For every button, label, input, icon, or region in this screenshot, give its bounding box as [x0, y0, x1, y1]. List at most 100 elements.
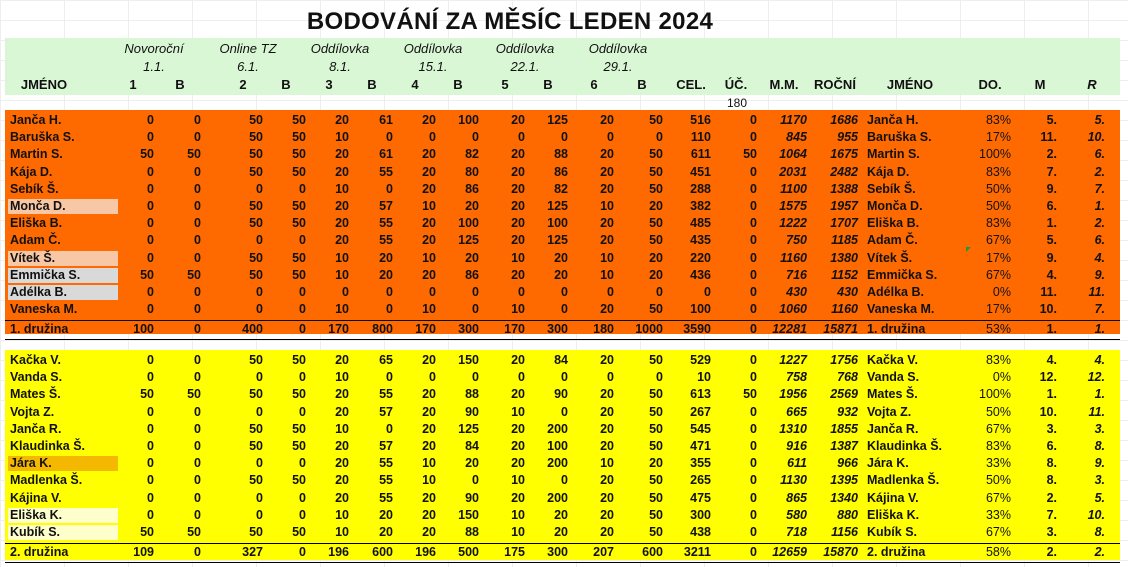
cell-value: 435 — [690, 233, 711, 248]
cell-value: 50 — [292, 387, 306, 402]
yearly-rank: 4. — [1094, 353, 1105, 367]
cell-value: 50 — [249, 147, 263, 162]
member-name-repeat: Mates Š. — [867, 387, 918, 402]
cell-value: 20 — [335, 353, 349, 367]
cell-value: 300 — [458, 322, 479, 337]
cell-value: 20 — [422, 216, 436, 231]
cell-value: 0 — [429, 370, 436, 385]
cell-value: 50 — [649, 387, 663, 402]
cell-value: 865 — [786, 490, 807, 505]
cell-value: 20 — [600, 387, 614, 402]
cell-value: 196 — [415, 545, 436, 560]
cell-value: 20 — [335, 387, 349, 402]
cell-value: 196 — [328, 545, 349, 560]
cell-value: 55 — [379, 387, 393, 402]
cell-value: 61 — [379, 147, 393, 162]
yearly-rank: 1. — [1094, 199, 1105, 213]
yearly-rank: 2. — [1094, 545, 1105, 560]
cell-value: 50 — [292, 439, 306, 453]
monthly-rank: 3. — [1046, 525, 1057, 539]
cell-value: 0 — [194, 285, 201, 299]
attendance-percent: 33% — [985, 456, 1011, 471]
cell-value: 0 — [750, 370, 757, 385]
cell-value: 0 — [750, 490, 757, 505]
cell-value: 20 — [600, 507, 614, 522]
cell-value: 170 — [504, 322, 525, 337]
cell-value: 50 — [743, 147, 757, 162]
table-row: Vojta Z. 0 0 0 0 20 57 20 90 10 0 20 50 267 0 665 932 Voj… — [5, 404, 1120, 421]
cell-value: 10 — [422, 456, 436, 471]
cell-value: 50 — [249, 113, 263, 127]
cell-value: 20 — [422, 233, 436, 248]
cell-value: 50 — [140, 525, 154, 539]
cell-value: 665 — [786, 404, 807, 419]
cell-value: 50 — [649, 147, 663, 162]
cell-value: 845 — [786, 130, 807, 145]
monthly-rank: 1. — [1046, 322, 1057, 337]
cell-value: 20 — [511, 164, 525, 179]
cell-value: 88 — [465, 387, 479, 402]
cell-value: 50 — [249, 473, 263, 488]
member-name: Vaneska M. — [10, 302, 78, 317]
yearly-rank: 2. — [1094, 164, 1105, 179]
member-name-repeat: Madlenka Š. — [867, 473, 940, 488]
cell-value: 0 — [194, 302, 201, 317]
cell-value: 485 — [690, 216, 711, 231]
cell-value: 0 — [750, 113, 757, 127]
cell-value: 50 — [649, 113, 663, 127]
cell-value: 0 — [194, 233, 201, 248]
cell-value: 20 — [600, 233, 614, 248]
column-header: B — [637, 77, 647, 92]
comment-marker — [966, 247, 971, 252]
cell-value: 57 — [379, 404, 393, 419]
cell-value: 0 — [147, 439, 154, 453]
cell-value: 20 — [649, 199, 663, 213]
attendance-percent: 67% — [985, 233, 1011, 248]
cell-value: 0 — [256, 302, 263, 317]
cell-value: 0 — [147, 130, 154, 145]
yearly-rank: 8. — [1094, 439, 1105, 453]
cell-value: 20 — [511, 233, 525, 248]
table-row: Janča R. 0 0 50 50 10 0 20 125 20 200 20 50 545 0 1310 1… — [5, 421, 1120, 438]
cell-value: 0 — [299, 456, 306, 471]
cell-value: 20 — [422, 490, 436, 505]
column-header: M.M. — [769, 77, 799, 92]
column-header: 1 — [129, 77, 137, 92]
table-row: Mates Š. 50 50 50 50 20 55 20 88 20 90 20 50 613 50 195… — [5, 386, 1120, 403]
member-name-repeat: 1. družina — [867, 322, 926, 337]
cell-value: 0 — [147, 285, 154, 299]
cell-value: 0 — [299, 507, 306, 522]
monthly-rank: 5. — [1046, 233, 1057, 248]
cell-value: 0 — [750, 302, 757, 317]
cell-value: 100 — [690, 302, 711, 317]
cell-value: 0 — [472, 130, 479, 145]
cell-value: 50 — [249, 439, 263, 453]
event-name: Oddílovka — [310, 41, 370, 56]
cell-value: 0 — [194, 404, 201, 419]
cell-value: 750 — [786, 233, 807, 248]
cell-value: 0 — [386, 130, 393, 145]
cell-value: 430 — [837, 285, 858, 299]
event-date: 1.1. — [143, 59, 165, 74]
column-header: ROČNÍ — [814, 77, 856, 92]
cell-value: 50 — [292, 199, 306, 213]
cell-value: 20 — [600, 216, 614, 231]
member-name-repeat: Janča H. — [867, 113, 919, 127]
cell-value: 10 — [422, 473, 436, 488]
cell-value: 20 — [511, 267, 525, 282]
cell-value: 327 — [242, 545, 263, 560]
cell-value: 0 — [472, 370, 479, 385]
cell-value: 80 — [465, 164, 479, 179]
attendance-percent: 33% — [985, 507, 1011, 522]
cell-value: 288 — [690, 181, 711, 196]
member-name: Monča D. — [8, 199, 118, 214]
member-name-repeat: Baruška S. — [867, 130, 932, 145]
cell-value: 300 — [690, 507, 711, 522]
total-row: 2. družina 109 0 327 0 196 600 196 500 175 300 207 6… — [5, 543, 1120, 563]
cell-value: 50 — [292, 130, 306, 145]
cell-value: 20 — [511, 490, 525, 505]
cell-value: 0 — [256, 404, 263, 419]
cell-value: 0 — [299, 370, 306, 385]
member-name: Kájina V. — [10, 490, 62, 505]
cell-value: 90 — [554, 387, 568, 402]
